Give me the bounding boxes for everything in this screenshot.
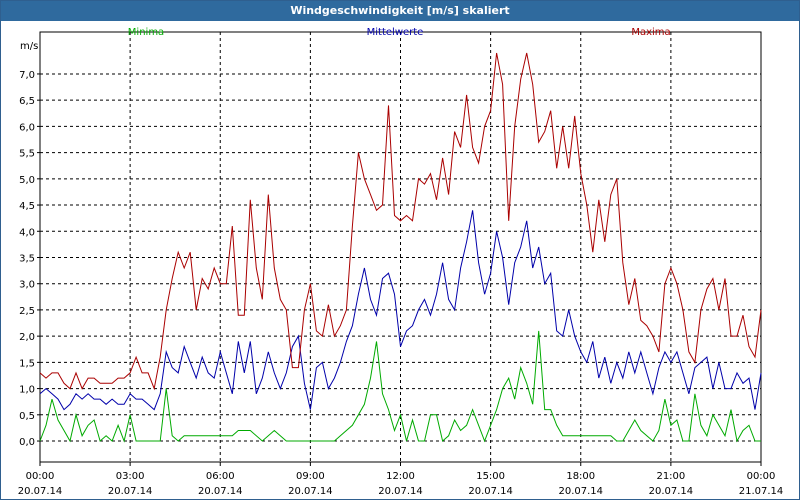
x-tick-date: 20.07.14 <box>378 486 423 497</box>
x-tick-date: 20.07.14 <box>18 486 63 497</box>
y-tick-label: 1,5 <box>19 358 35 369</box>
chart-title: Windgeschwindigkeit [m/s] skaliert <box>1 1 799 21</box>
x-axis: 00:00 20.07.14 03:00 20.07.14 06:00 20.07.14 0… <box>18 462 784 497</box>
y-axis-label: m/s <box>20 41 38 52</box>
x-tick-time: 09:00 <box>296 471 325 482</box>
x-tick-date: 20.07.14 <box>288 486 333 497</box>
x-tick-time: 12:00 <box>386 471 415 482</box>
x-tick-time: 15:00 <box>476 471 505 482</box>
y-tick-label: 6,0 <box>19 122 35 133</box>
y-tick-label: 4,5 <box>19 201 35 212</box>
y-tick-label: 7,0 <box>19 70 35 81</box>
y-tick-label: 6,5 <box>19 96 35 107</box>
x-tick-date: 20.07.14 <box>649 486 694 497</box>
series-line-mittelwerte <box>39 210 762 411</box>
y-axis: 0,0 0,5 1,0 1,5 2,0 2,5 3,0 3,5 4,0 4,5 5,0 5,5 6,0 6… <box>19 41 40 448</box>
plot-area <box>39 31 762 463</box>
series-lines <box>39 52 762 443</box>
series-line-maxima <box>39 52 762 391</box>
legend-item-maxima: Maxima <box>631 27 670 38</box>
legend-item-minima: Minima <box>128 27 164 38</box>
y-tick-label: 2,5 <box>19 306 35 317</box>
y-tick-label: 1,0 <box>19 385 35 396</box>
y-tick-label: 2,0 <box>19 332 35 343</box>
grid <box>40 32 761 462</box>
y-tick-label: 4,0 <box>19 227 35 238</box>
x-tick-date: 20.07.14 <box>108 486 153 497</box>
legend-item-mittelwerte: Mittelwerte <box>367 27 424 38</box>
x-tick-time: 00:00 <box>747 471 776 482</box>
x-tick-date: 20.07.14 <box>468 486 513 497</box>
x-tick-time: 00:00 <box>26 471 55 482</box>
x-tick-time: 06:00 <box>206 471 235 482</box>
legend: Minima Mittelwerte Maxima <box>128 27 671 38</box>
series-line-minima <box>39 330 761 443</box>
x-tick-date: 20.07.14 <box>558 486 603 497</box>
x-tick-date: 20.07.14 <box>198 486 243 497</box>
y-tick-label: 5,0 <box>19 175 35 186</box>
x-tick-time: 03:00 <box>116 471 145 482</box>
y-tick-label: 0,0 <box>19 437 35 448</box>
x-tick-time: 18:00 <box>566 471 595 482</box>
y-tick-label: 5,5 <box>19 149 35 160</box>
x-tick-time: 21:00 <box>656 471 685 482</box>
y-tick-label: 3,5 <box>19 253 35 264</box>
y-tick-label: 0,5 <box>19 411 35 422</box>
y-tick-label: 3,0 <box>19 280 35 291</box>
x-tick-date: 21.07.14 <box>739 486 784 497</box>
